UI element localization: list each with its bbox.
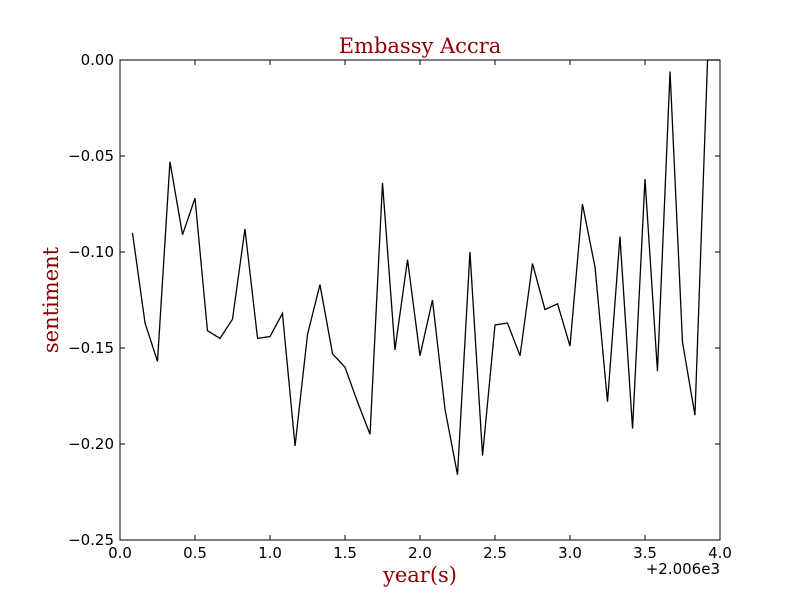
x-axis-ticks: 0.0 0.5 1.0 1.5 2.0 2.5 3.0 3.5 4.0 [108, 60, 732, 562]
x-axis-label: year(s) [382, 563, 457, 587]
y-tick-label: −0.05 [68, 147, 114, 165]
x-tick-label: 0.5 [183, 544, 207, 562]
x-tick-label: 2.5 [483, 544, 507, 562]
x-tick-label: 3.0 [558, 544, 582, 562]
y-tick-label: −0.15 [68, 339, 114, 357]
x-tick-label: 2.0 [408, 544, 432, 562]
chart-title: Embassy Accra [339, 34, 502, 58]
y-tick-label: 0.00 [81, 51, 114, 69]
y-tick-label: −0.20 [68, 435, 114, 453]
x-axis-offset-label: +2.006e3 [646, 560, 720, 578]
plot-area [119, 59, 721, 541]
x-tick-label: 0.0 [108, 544, 132, 562]
series-line [131, 59, 720, 475]
plot-frame [119, 59, 721, 541]
x-tick-label: 3.5 [633, 544, 657, 562]
y-axis-label: sentiment [39, 246, 63, 353]
y-tick-label: −0.10 [68, 243, 114, 261]
x-tick-label: 1.0 [258, 544, 282, 562]
y-tick-label: −0.25 [68, 531, 114, 549]
x-tick-label: 4.0 [708, 544, 732, 562]
y-axis-ticks: 0.00 −0.05 −0.10 −0.15 −0.20 −0.25 [68, 51, 720, 549]
x-tick-label: 1.5 [333, 544, 357, 562]
